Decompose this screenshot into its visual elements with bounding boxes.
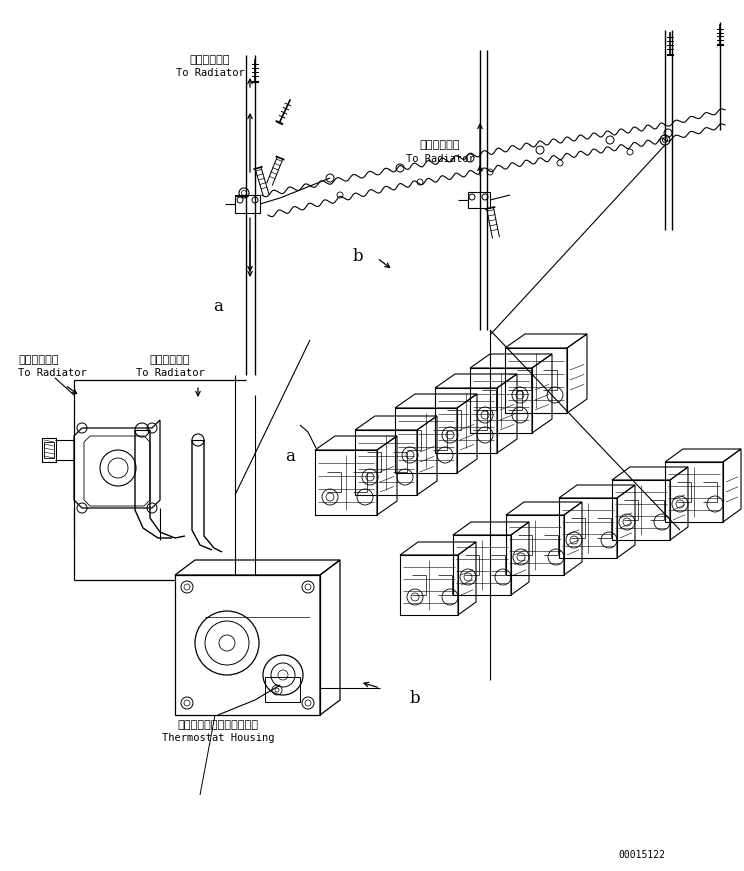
Text: ラジエータへ: ラジエータへ	[190, 55, 230, 65]
Text: To Radiator: To Radiator	[405, 154, 475, 164]
Bar	[235, 195, 260, 213]
Text: To Radiator: To Radiator	[176, 68, 244, 78]
Text: b: b	[410, 690, 420, 707]
Text: ラジエータへ: ラジエータへ	[420, 140, 461, 150]
Text: a: a	[213, 298, 223, 315]
Bar	[42, 438, 56, 462]
Text: ラジエータへ: ラジエータへ	[150, 355, 190, 365]
Bar	[44, 442, 54, 458]
Bar	[468, 192, 490, 208]
Text: 00015122: 00015122	[618, 850, 665, 860]
Text: b: b	[353, 248, 363, 265]
Text: To Radiator: To Radiator	[18, 368, 87, 378]
Bar	[265, 677, 300, 702]
Text: a: a	[285, 448, 295, 465]
Text: サーモスタットハウジング: サーモスタットハウジング	[178, 720, 258, 730]
Text: To Radiator: To Radiator	[135, 368, 205, 378]
Text: ラジエータへ: ラジエータへ	[18, 355, 59, 365]
Text: Thermostat Housing: Thermostat Housing	[161, 733, 275, 743]
